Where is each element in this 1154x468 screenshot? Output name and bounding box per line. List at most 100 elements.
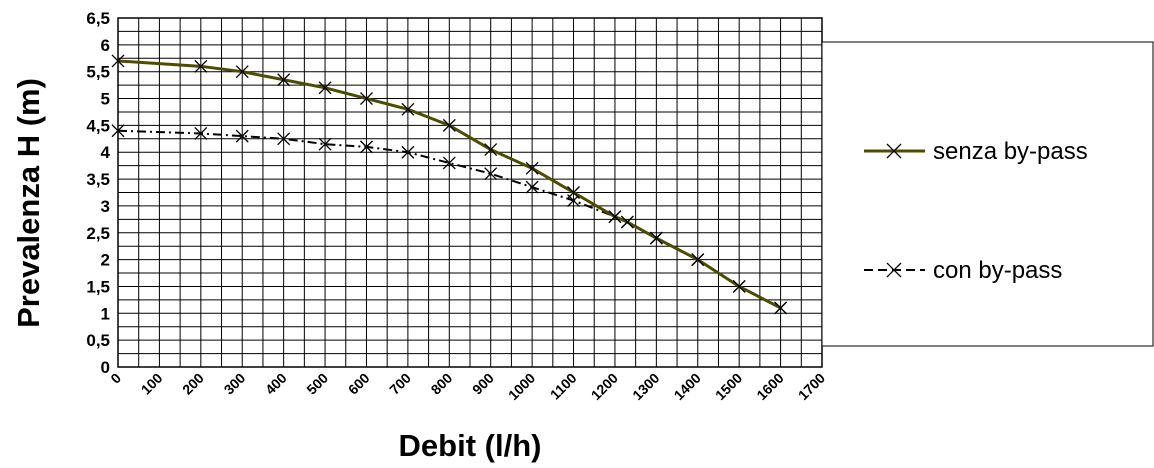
data-point-marker bbox=[111, 124, 125, 138]
x-tick-label: 300 bbox=[221, 370, 249, 398]
y-tick-label: 3 bbox=[101, 197, 110, 216]
marker-stroke bbox=[194, 126, 208, 140]
marker-stroke bbox=[620, 215, 634, 229]
marker-stroke bbox=[318, 137, 332, 151]
marker-stroke bbox=[235, 65, 249, 79]
marker-stroke bbox=[111, 54, 125, 68]
x-tick-label: 1400 bbox=[671, 370, 704, 403]
y-tick-label: 4,5 bbox=[86, 116, 110, 135]
data-point-marker bbox=[318, 137, 332, 151]
data-point-marker bbox=[235, 129, 249, 143]
x-tick-label: 1600 bbox=[753, 370, 786, 403]
x-tick-label: 1200 bbox=[588, 370, 621, 403]
data-point-marker bbox=[235, 65, 249, 79]
data-point-marker bbox=[318, 81, 332, 95]
legend-label: senza by-pass bbox=[933, 138, 1088, 165]
y-tick-labels: 0 0,5 1 1,5 2 2,5 3 3,5 4 4,5 5 5,5 6 6,5 bbox=[86, 9, 110, 377]
legend-label: con by-pass bbox=[933, 257, 1062, 284]
data-point-marker bbox=[484, 167, 498, 181]
marker-stroke bbox=[318, 81, 332, 95]
marker-stroke bbox=[608, 210, 622, 224]
marker-stroke bbox=[567, 186, 580, 199]
x-tick-label: 1500 bbox=[712, 370, 745, 403]
marker-stroke bbox=[360, 92, 373, 105]
legend-box bbox=[821, 41, 1154, 347]
legend: senza by-pass con by-pass bbox=[821, 41, 1154, 347]
marker-stroke bbox=[111, 124, 125, 138]
marker-stroke bbox=[235, 129, 249, 143]
data-point-marker bbox=[567, 186, 580, 199]
x-tick-label: 800 bbox=[428, 370, 456, 398]
marker-stroke bbox=[360, 140, 373, 154]
y-tick-label: 2,5 bbox=[86, 224, 110, 243]
x-tick-label: 200 bbox=[179, 370, 207, 398]
data-point-marker bbox=[277, 73, 291, 87]
data-point-marker bbox=[442, 118, 456, 132]
marker-stroke bbox=[484, 143, 498, 157]
data-point-marker bbox=[401, 102, 415, 116]
series-layer bbox=[111, 54, 788, 315]
marker-stroke bbox=[442, 156, 456, 170]
x-tick-label: 500 bbox=[303, 370, 331, 398]
marker-stroke bbox=[401, 145, 415, 159]
legend-item: senza by-pass bbox=[864, 138, 1088, 165]
x-tick-label: 1100 bbox=[547, 370, 580, 403]
x-tick-label: 600 bbox=[345, 370, 373, 398]
y-tick-label: 5,5 bbox=[86, 63, 110, 82]
y-axis-title: Prevalenza H (m) bbox=[11, 78, 46, 328]
legend-item: con by-pass bbox=[864, 257, 1062, 284]
data-point-marker bbox=[649, 231, 663, 245]
y-tick-label: 2 bbox=[101, 251, 110, 270]
y-tick-label: 1,5 bbox=[86, 277, 110, 296]
marker-stroke bbox=[525, 180, 539, 194]
data-point-marker bbox=[111, 54, 125, 68]
marker-stroke bbox=[442, 118, 456, 132]
marker-stroke bbox=[732, 280, 746, 293]
data-point-marker bbox=[620, 215, 634, 229]
x-tick-label: 1000 bbox=[505, 370, 538, 403]
marker-stroke bbox=[194, 59, 208, 73]
x-tick-label: 0 bbox=[107, 370, 124, 387]
x-tick-label: 400 bbox=[262, 370, 290, 398]
data-point-marker bbox=[360, 92, 373, 105]
y-tick-label: 4 bbox=[101, 143, 111, 162]
data-point-marker bbox=[608, 210, 622, 224]
marker-stroke bbox=[691, 253, 705, 267]
y-tick-label: 3,5 bbox=[86, 170, 110, 189]
series-senza-by-pass bbox=[111, 54, 788, 315]
y-tick-label: 0 bbox=[101, 358, 110, 377]
marker-stroke bbox=[649, 231, 663, 245]
y-tick-label: 5 bbox=[101, 90, 110, 109]
marker-stroke bbox=[484, 167, 498, 181]
marker-stroke bbox=[277, 73, 291, 87]
data-point-marker bbox=[525, 180, 539, 194]
x-tick-label: 1700 bbox=[795, 370, 828, 403]
marker-stroke bbox=[277, 132, 291, 146]
y-tick-label: 0,5 bbox=[86, 331, 110, 350]
marker-stroke bbox=[525, 161, 539, 175]
grid bbox=[117, 17, 823, 368]
y-tick-label: 6 bbox=[101, 36, 110, 55]
data-point-marker bbox=[401, 145, 415, 159]
data-point-marker bbox=[525, 161, 539, 175]
y-tick-label: 1 bbox=[101, 304, 110, 323]
legend-marker bbox=[886, 262, 902, 278]
data-point-marker bbox=[360, 140, 373, 154]
x-axis-title: Debit (l/h) bbox=[399, 428, 542, 463]
x-tick-labels: 0 100 200 300 400 500 600 700 800 900 1000 1100 1200… bbox=[107, 370, 828, 403]
data-point-marker bbox=[484, 143, 498, 157]
data-point-marker bbox=[442, 156, 456, 170]
data-point-marker bbox=[691, 253, 705, 267]
marker-stroke bbox=[401, 102, 415, 116]
x-tick-label: 900 bbox=[469, 370, 497, 398]
x-tick-label: 700 bbox=[386, 370, 414, 398]
data-point-marker bbox=[194, 59, 208, 73]
x-tick-label: 1300 bbox=[629, 370, 662, 403]
data-point-marker bbox=[277, 132, 291, 146]
legend-marker bbox=[886, 143, 902, 159]
x-tick-label: 100 bbox=[138, 370, 166, 398]
y-tick-label: 6,5 bbox=[86, 9, 110, 28]
data-point-marker bbox=[732, 280, 746, 293]
data-point-marker bbox=[194, 126, 208, 140]
